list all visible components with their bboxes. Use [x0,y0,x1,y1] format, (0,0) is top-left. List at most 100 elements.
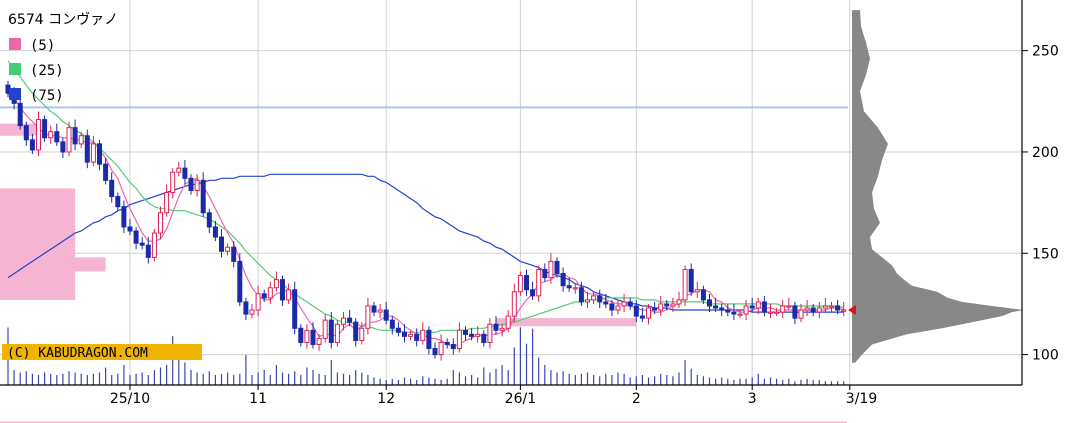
candle-body [591,295,597,301]
candle-body [737,313,743,316]
y-tick-label: 100 [1032,348,1059,364]
candle-body [17,102,23,127]
candle-body [237,260,243,303]
candle-body [438,341,444,356]
volume-profile-area [852,10,1024,363]
candle-body [353,321,359,341]
candle-body [322,319,328,339]
x-tick-label: 2 [632,391,641,407]
candle-body [158,212,163,234]
candle-body [219,236,224,252]
candle-body [255,293,261,311]
candle-body [664,303,670,307]
candle-body [365,305,371,329]
candle-body [72,127,78,145]
candle-body [164,192,170,214]
candle-body [804,307,810,311]
chart-grid [0,0,1022,385]
legend: (5) (25) (75) [9,38,64,104]
candle-body [194,179,200,191]
chart-title: 6574 コンヴァノ [8,11,118,28]
candle-body [542,269,548,279]
y-tick-label: 150 [1032,246,1059,262]
ma25-line [7,60,844,333]
candle-body [243,301,249,315]
candle-body [359,327,365,341]
candle-body [609,303,615,311]
candlesticks [5,81,847,361]
candle-body [700,289,706,301]
candle-body [371,305,377,313]
candle-body [151,232,157,258]
candle-body [432,348,438,356]
candle-body [286,289,292,301]
candle-body [774,311,780,314]
legend-swatch-ma75 [9,88,21,100]
x-tick-label: 12 [377,391,395,407]
candle-body [273,279,279,289]
candle-body [261,293,267,299]
candle-body [23,125,29,141]
candle-body [133,230,139,244]
candle-body [554,260,560,275]
candle-body [676,299,682,305]
candle-body [829,305,834,308]
candle-body [682,269,688,301]
candle-body [719,307,725,311]
candle-body [688,269,694,293]
candle-body [835,305,841,311]
copyright-text: (C) KABUDRAGON.COM [7,346,148,361]
candle-body [450,343,456,350]
candle-body [816,307,822,313]
candle-body [560,273,566,287]
legend-swatch-ma5 [9,38,21,50]
candle-body [334,323,340,343]
candle-body [597,295,603,303]
candle-body [658,303,664,311]
candle-body [572,287,578,290]
support-band [496,318,637,327]
x-tick-label: 25/10 [110,391,150,407]
candle-body [60,141,66,153]
support-band [0,188,76,300]
candle-body [761,301,767,313]
candle-body [493,323,499,331]
candle-body [121,206,127,228]
candle-body [347,317,353,323]
candle-body [517,275,523,293]
candle-body [475,333,481,337]
candle-body [176,167,182,173]
candle-body [298,327,304,343]
candle-body [225,246,231,252]
x-tick-label: 3/19 [846,391,877,407]
candle-body [48,131,54,139]
candle-body [707,299,712,307]
candle-body [414,333,420,341]
candle-body [139,242,145,246]
last-price-marker [848,305,856,316]
legend-swatch-ma25 [9,63,21,75]
candle-body [36,119,41,151]
candle-body [170,171,176,194]
volume-profile [852,10,1024,363]
x-tick-label: 11 [249,391,267,407]
candle-body [182,167,188,179]
candle-body [530,289,536,297]
candle-body [603,301,609,305]
candle-body [469,333,475,337]
candle-body [408,333,414,337]
y-tick-label: 250 [1032,44,1059,60]
candle-body [341,317,346,325]
candle-body [212,226,218,238]
candle-body [444,341,450,345]
candle-body [280,279,285,301]
candle-body [536,269,542,297]
candle-body [487,323,493,343]
candle-body [200,179,206,214]
candle-body [84,135,90,163]
candle-body [780,305,786,313]
candle-body [231,246,237,262]
candle-body [328,319,334,343]
candle-body [578,287,584,303]
